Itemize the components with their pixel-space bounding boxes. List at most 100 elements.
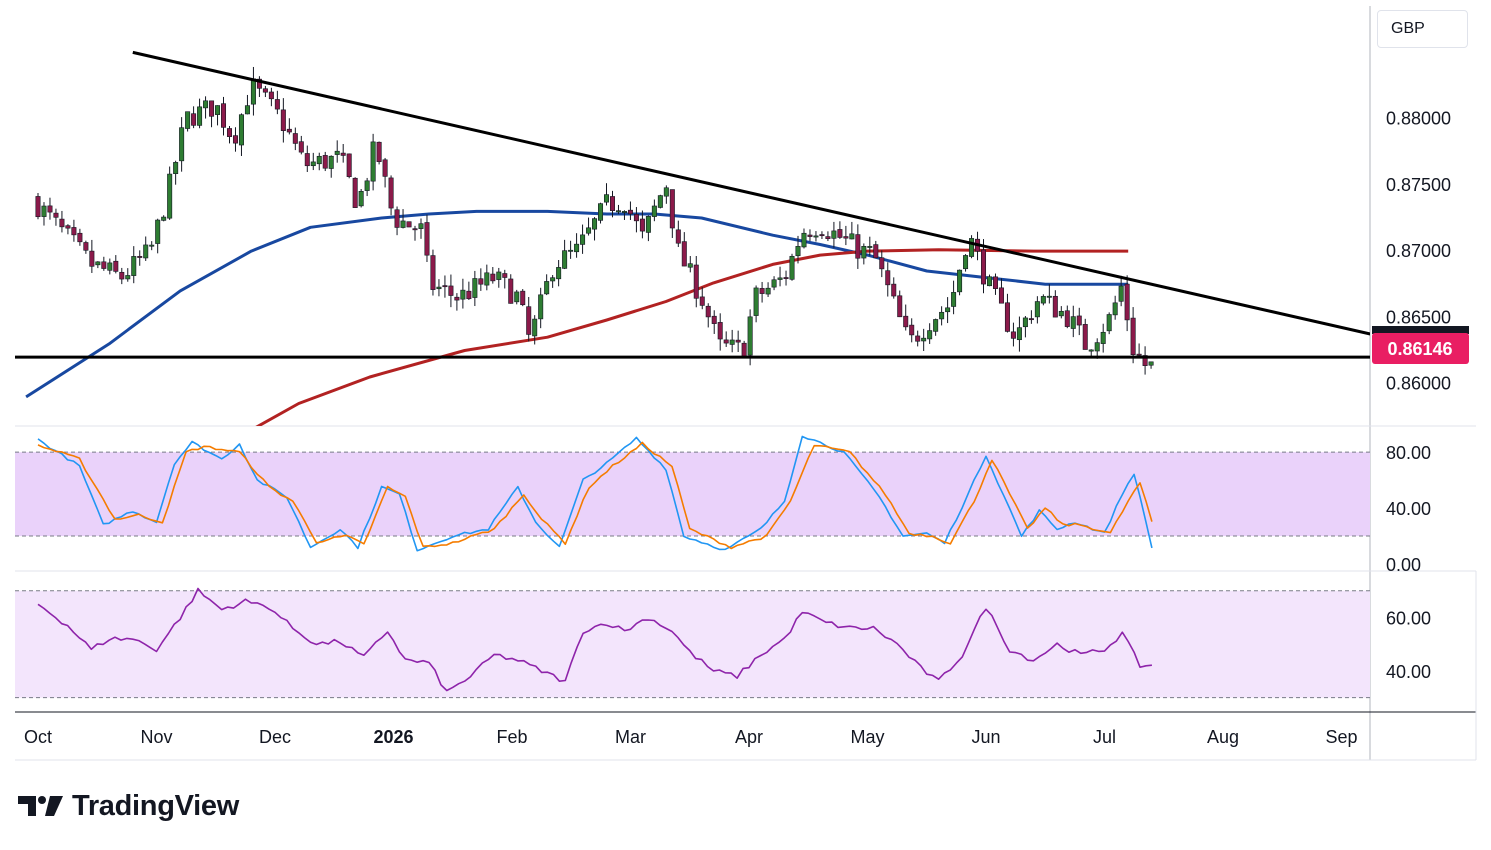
oscillator-line-2 [37, 441, 1153, 550]
candle-up [149, 244, 155, 247]
time-tick-label: Feb [496, 727, 527, 747]
candle-down [406, 221, 412, 228]
candle-down [723, 339, 729, 344]
candle-down [53, 212, 59, 218]
candle-down [226, 128, 232, 137]
candle-down [693, 264, 699, 299]
candle-up [921, 337, 927, 342]
candle-up [418, 223, 424, 229]
time-tick-label: 2026 [373, 727, 413, 747]
price-tick-label: 0.87500 [1386, 175, 1451, 195]
candle-down [268, 91, 274, 100]
candle-up [143, 244, 149, 259]
candle-up [651, 205, 657, 217]
candle-up [586, 227, 592, 234]
candle-down [520, 290, 526, 306]
time-tick-label: Oct [24, 727, 52, 747]
candle-down [819, 234, 825, 237]
candle-down [256, 78, 262, 89]
candle-up [933, 319, 939, 332]
candle-up [131, 256, 137, 276]
candle-up [1058, 310, 1064, 317]
time-tick-label: Nov [140, 727, 172, 747]
candle-down [502, 273, 508, 278]
candle-down [119, 271, 125, 280]
candle-up [460, 289, 466, 300]
candle-down [89, 250, 95, 267]
candle-up [472, 278, 478, 298]
candle-down [209, 100, 215, 117]
candle-down [1028, 318, 1034, 321]
moving-average-line-2 [255, 248, 1129, 426]
candle-up [765, 287, 771, 295]
time-tick-label: Aug [1207, 727, 1239, 747]
candle-down [675, 229, 681, 244]
candle-down [292, 133, 298, 144]
candle-down [855, 234, 861, 259]
current-price-label: 0.86146 [1372, 326, 1469, 364]
oscillator-line-1 [37, 587, 1152, 692]
candle-up [244, 105, 250, 115]
candle-down [304, 153, 310, 167]
oscillator-tick-label: 0.00 [1386, 555, 1421, 575]
candle-down [992, 276, 998, 289]
rsi-axis: 60.00 40.00 [1386, 608, 1431, 681]
currency-button[interactable]: GBP [1377, 10, 1468, 48]
candle-down [825, 236, 831, 239]
candle-up [861, 245, 867, 259]
candle-up [400, 220, 406, 228]
candle-down [59, 218, 65, 228]
candle-down [352, 177, 358, 208]
candle-up [1106, 314, 1112, 332]
candle-down [1004, 302, 1010, 332]
candle-up [813, 235, 819, 238]
time-tick-label: Jul [1093, 727, 1116, 747]
candle-down [699, 296, 705, 306]
candle-down [508, 278, 514, 304]
candle-up [963, 255, 969, 270]
candle-down [466, 290, 472, 300]
candle-up [580, 234, 586, 245]
time-axis: Oct Nov Dec 2026 Feb Mar Apr May Jun Jul Aug Sep [24, 727, 1358, 747]
candle-up [107, 262, 113, 271]
candle-up [1070, 316, 1076, 329]
candle-up [831, 230, 837, 239]
candle-up [556, 267, 562, 280]
candle-down [388, 177, 394, 209]
candle-up [867, 246, 873, 248]
candle-up [95, 261, 101, 266]
price-tick-label: 0.88000 [1386, 109, 1451, 129]
candle-up [310, 161, 316, 167]
candle-down [526, 306, 532, 335]
oscillator-tick-label: 80.00 [1386, 443, 1431, 463]
candle-down [873, 244, 879, 259]
candle-up [951, 292, 957, 307]
candle-up [185, 111, 191, 129]
candle-up [939, 311, 945, 320]
time-tick-label: Mar [615, 727, 646, 747]
candle-down [885, 270, 891, 286]
brand-logo[interactable]: TradingView [18, 786, 239, 826]
candle-down [221, 103, 227, 128]
candle-up [969, 238, 975, 257]
candle-up [604, 194, 610, 203]
candle-up [687, 263, 693, 268]
candle-down [286, 128, 292, 133]
brand-name: TradingView [72, 789, 239, 822]
price-pane [15, 50, 1370, 426]
candle-up [747, 316, 753, 356]
candle-down [274, 99, 280, 110]
oscillator-tick-label: 60.00 [1386, 608, 1431, 628]
candle-up [538, 294, 544, 320]
candle-down [77, 232, 83, 243]
candle-up [250, 78, 256, 105]
candle-up [927, 330, 933, 340]
candle-up [592, 218, 598, 230]
candle-up [957, 269, 963, 293]
candle-down [879, 257, 885, 270]
candle-up [795, 246, 801, 257]
price-tick-label: 0.87000 [1386, 241, 1451, 261]
candle-up [550, 277, 556, 282]
candle-up [986, 276, 992, 287]
